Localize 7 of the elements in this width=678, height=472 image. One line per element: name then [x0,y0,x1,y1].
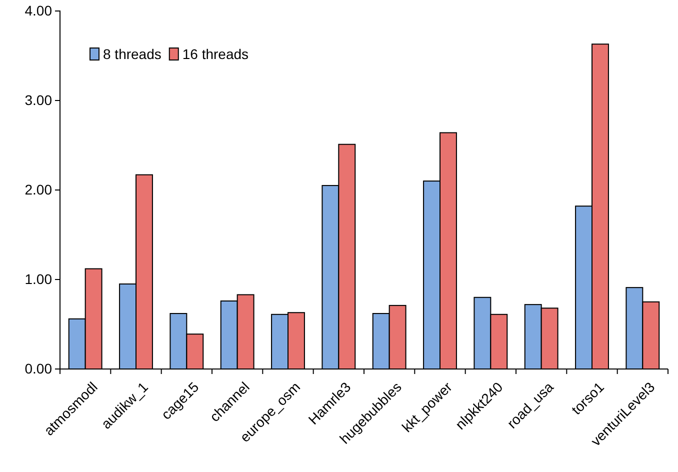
y-tick-label: 3.00 [24,92,52,108]
y-tick-label: 2.00 [24,181,52,198]
y-tick-label: 1.00 [24,270,52,287]
y-tick-label: 0.00 [24,360,52,376]
y-tick-label: 4.00 [24,2,52,18]
legend-label: 16 threads [182,46,249,62]
legend-label: 8 threads [103,46,162,62]
